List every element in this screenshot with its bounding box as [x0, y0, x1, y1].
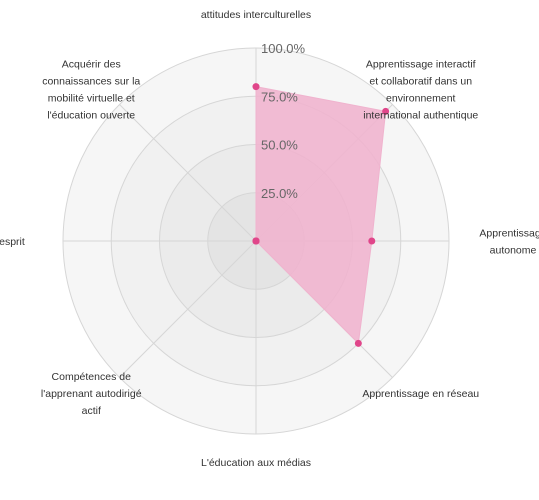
- axis-label-4: L'éducation aux médias: [201, 457, 311, 469]
- axis-label-line: L'éducation aux médias: [201, 457, 311, 469]
- axis-label-line: l'apprenant autodirigé: [41, 388, 142, 400]
- data-point-3: [354, 339, 362, 347]
- tick-label-3: 75.0%: [261, 89, 298, 104]
- axis-label-2: Apprentissage autonome: [479, 228, 539, 257]
- axis-label-line: attitudes interculturelles: [201, 9, 311, 21]
- axis-label-line: ure d'esprit: [0, 236, 25, 248]
- axis-label-line: Compétences de: [52, 371, 132, 383]
- grid-spoke-5: [119, 240, 257, 378]
- axis-label-1: Apprentissage interactif et collaboratif …: [363, 58, 478, 121]
- axis-label-line: Apprentissage: [479, 228, 539, 240]
- axis-label-line: l'éducation ouverte: [47, 109, 135, 121]
- axis-label-line: international authentique: [363, 109, 478, 121]
- axis-label-line: mobilité virtuelle et: [48, 92, 135, 104]
- axis-label-line: et collaboratif dans un: [369, 75, 472, 87]
- axis-label-7: Acquérir des connaissances sur la mobilité…: [42, 58, 140, 121]
- axis-label-0: attitudes interculturelles: [201, 9, 311, 21]
- tick-label-1: 25.0%: [261, 186, 298, 201]
- tick-label-4: 100.0%: [261, 41, 306, 56]
- data-point-0: [252, 83, 260, 91]
- axis-label-line: Apprentissage interactif: [366, 58, 476, 70]
- axis-label-line: Apprentissage en réseau: [362, 388, 479, 400]
- tick-label-2: 50.0%: [261, 138, 298, 153]
- data-point-2: [368, 237, 376, 245]
- radar-series: [252, 83, 390, 347]
- axis-label-3: Apprentissage en réseau: [362, 388, 479, 400]
- data-point-7: [252, 237, 260, 245]
- axis-label-line: autonome: [490, 245, 537, 257]
- axis-label-line: actif: [82, 405, 101, 417]
- axis-label-line: Acquérir des: [62, 58, 121, 70]
- data-point-1: [382, 107, 390, 115]
- grid-spoke-7: [119, 104, 257, 242]
- series-area: [255, 85, 387, 345]
- axis-label-line: environnement: [386, 92, 456, 104]
- radar-tick-labels: 25.0% 50.0% 75.0% 100.0%: [261, 41, 306, 201]
- axis-label-line: connaissances sur la: [42, 75, 140, 87]
- axis-label-5: Compétences de l'apprenant autodirigé acti…: [41, 371, 142, 417]
- axis-label-6: ure d'esprit: [0, 236, 25, 248]
- radar-axis-labels: attitudes interculturelles Apprentissage …: [0, 9, 539, 469]
